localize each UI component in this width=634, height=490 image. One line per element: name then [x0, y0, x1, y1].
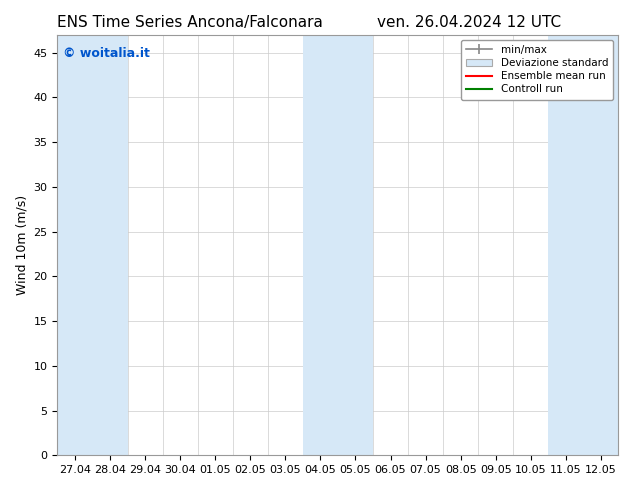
Text: © woitalia.it: © woitalia.it: [63, 47, 150, 60]
Text: ven. 26.04.2024 12 UTC: ven. 26.04.2024 12 UTC: [377, 15, 561, 30]
Bar: [303, 35, 373, 455]
Bar: [548, 35, 619, 455]
Text: ENS Time Series Ancona/Falconara: ENS Time Series Ancona/Falconara: [57, 15, 323, 30]
Legend: min/max, Deviazione standard, Ensemble mean run, Controll run: min/max, Deviazione standard, Ensemble m…: [461, 40, 613, 99]
Y-axis label: Wind 10m (m/s): Wind 10m (m/s): [15, 195, 28, 295]
Bar: [58, 35, 127, 455]
